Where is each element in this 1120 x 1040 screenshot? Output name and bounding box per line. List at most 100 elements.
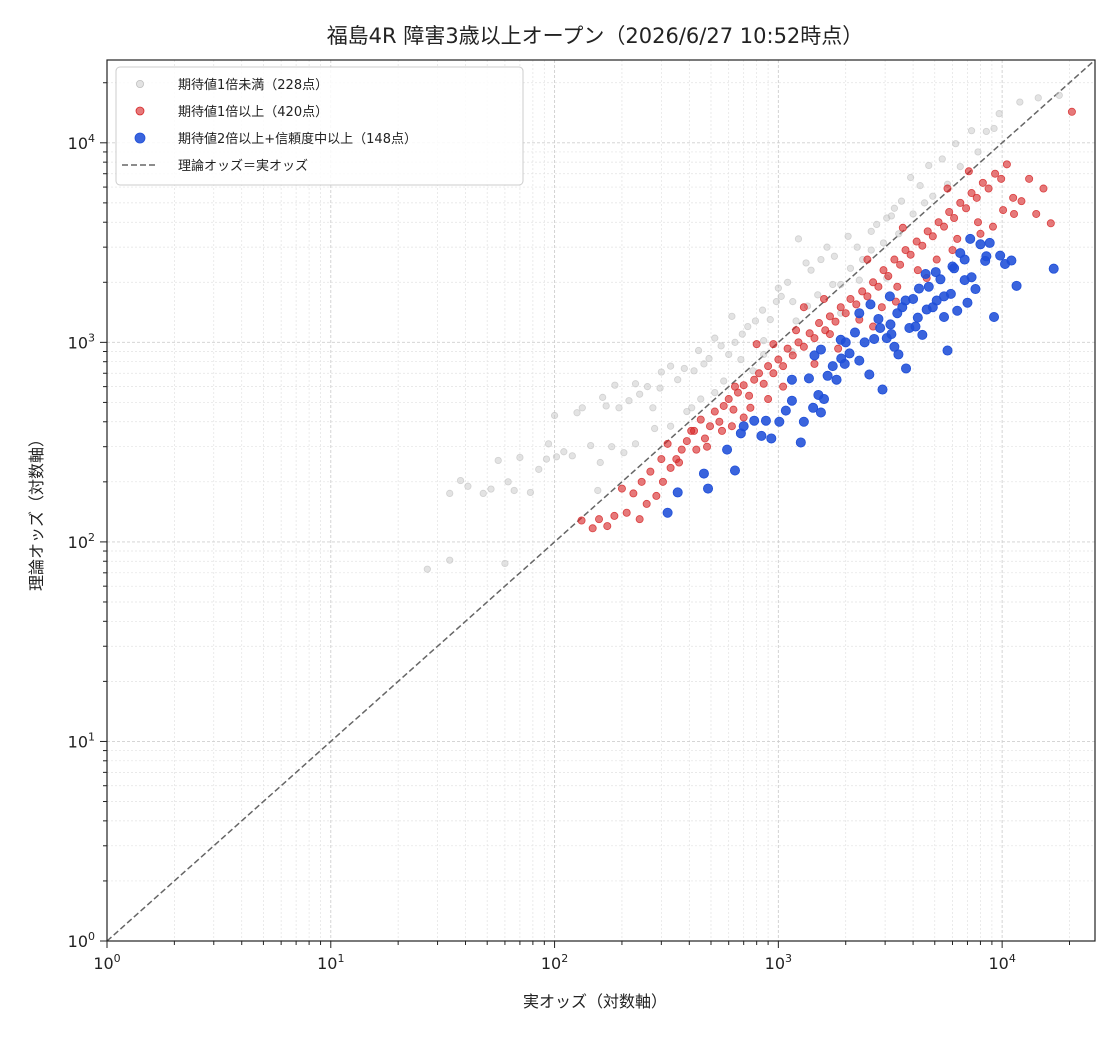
ev2-confident-point xyxy=(984,237,995,248)
x-axis-label: 実オッズ（対数軸） xyxy=(523,992,667,1011)
below-ev1-point xyxy=(916,182,924,190)
below-ev1-point xyxy=(542,455,551,463)
below-ev1-point xyxy=(823,243,831,251)
below-ev1-point xyxy=(446,556,454,564)
below-ev1-point xyxy=(446,489,454,498)
legend-label: 期待値2倍以上+信頼度中以上（148点） xyxy=(178,131,417,147)
ev2-confident-point xyxy=(893,349,904,360)
below-ev1-point xyxy=(625,397,633,405)
ev1-point xyxy=(1046,219,1055,228)
below-ev1-point xyxy=(952,140,960,148)
ev2-confident-point xyxy=(819,394,830,405)
ev2-confident-point xyxy=(923,281,934,292)
below-ev1-point xyxy=(504,478,512,486)
ev1-point xyxy=(836,303,845,312)
plot-border xyxy=(106,59,1096,942)
ev1-point xyxy=(764,362,773,371)
ev1-point xyxy=(932,255,941,264)
ev1-point xyxy=(759,379,768,388)
ev2-confident-point xyxy=(959,254,970,265)
below-ev1-point xyxy=(929,192,937,200)
ev2-confident-point xyxy=(786,374,797,385)
below-ev1-point xyxy=(510,486,518,495)
ev1-point xyxy=(690,426,699,435)
ev1-point xyxy=(973,218,982,227)
below-ev1-point xyxy=(594,486,602,495)
below-ev1-point xyxy=(837,280,845,289)
ev2-confident-point xyxy=(947,261,958,272)
ev2-confident-point xyxy=(854,308,865,319)
below-ev1-point xyxy=(711,334,719,342)
ev1-point xyxy=(834,344,843,353)
below-ev1-point xyxy=(720,377,728,385)
ev1-point xyxy=(1039,184,1048,193)
ev2-confident-point xyxy=(942,345,953,356)
below-ev1-point xyxy=(990,124,998,133)
below-ev1-point xyxy=(873,220,881,229)
ev2-confident-point xyxy=(703,483,714,494)
below-ev1-point xyxy=(666,422,675,430)
ev1-point xyxy=(841,309,850,318)
x-tick-label: 104 xyxy=(988,952,1015,973)
ev1-point xyxy=(739,381,748,390)
ev1-point xyxy=(657,455,666,464)
below-ev1-point xyxy=(587,441,595,450)
ev2-confident-point xyxy=(698,468,709,479)
ev1-point xyxy=(912,237,921,246)
below-ev1-point xyxy=(982,127,990,136)
ev1-point xyxy=(666,463,675,472)
below-ev1-point xyxy=(738,330,746,338)
ev2-confident-point xyxy=(854,355,865,366)
below-ev1-point xyxy=(995,110,1003,118)
ev2-confident-point xyxy=(729,465,740,476)
reference-line-layer xyxy=(106,59,1096,942)
y-tick-label: 101 xyxy=(68,730,95,751)
below-ev1-point xyxy=(656,384,664,392)
ev2-confident-point xyxy=(722,444,733,455)
ev2-confident-point xyxy=(889,341,900,352)
ev2-confident-point xyxy=(885,319,896,330)
below-ev1-point xyxy=(890,204,898,212)
ev2-confident-point xyxy=(913,283,924,294)
below-ev1-point xyxy=(700,360,708,368)
below-ev1-point xyxy=(909,210,917,218)
ev1-point xyxy=(805,329,814,338)
ev2-confident-point xyxy=(749,415,760,426)
ev2-confident-point xyxy=(912,312,923,323)
ev1-point xyxy=(755,369,764,378)
legend-box xyxy=(115,66,524,186)
below-ev1-point xyxy=(615,404,623,412)
below-ev1-point xyxy=(784,278,792,286)
x-tick-label: 102 xyxy=(541,952,568,973)
ev2-confident-point xyxy=(798,416,809,427)
minor-gridlines xyxy=(107,60,1095,941)
ev1-point xyxy=(706,422,715,431)
below-ev1-point xyxy=(802,259,810,267)
ev2-confident-point xyxy=(738,421,749,432)
y-axis-label: 理論オッズ（対数軸） xyxy=(27,431,46,591)
below-ev1-point xyxy=(688,404,696,412)
ev1-point xyxy=(1032,209,1041,218)
below-ev1-point xyxy=(897,197,906,205)
ev2-confident-point xyxy=(892,308,903,319)
ev1-point xyxy=(682,437,691,446)
ev1-point xyxy=(764,395,773,404)
plot-frame xyxy=(106,59,1096,942)
ev2-confident-point xyxy=(822,370,833,381)
below-ev1-point xyxy=(456,476,465,485)
ev1-point xyxy=(746,403,755,412)
ev1-point xyxy=(774,355,783,364)
ev1-point xyxy=(846,294,855,303)
ev1-point xyxy=(788,351,797,360)
ev2-confident-point xyxy=(844,348,855,359)
below-ev1-point xyxy=(728,312,736,320)
legend: 期待値1倍未満（228点） 期待値1倍以上（420点） 期待値2倍以上+信頼度中以上… xyxy=(115,66,524,186)
ev2-confident-point xyxy=(869,333,880,344)
ev2-confident-point xyxy=(970,284,981,295)
ev2-confident-point xyxy=(839,358,850,369)
below-ev1-point xyxy=(526,488,535,497)
ev2-confident-point xyxy=(760,415,771,426)
ev1-point xyxy=(962,204,971,213)
